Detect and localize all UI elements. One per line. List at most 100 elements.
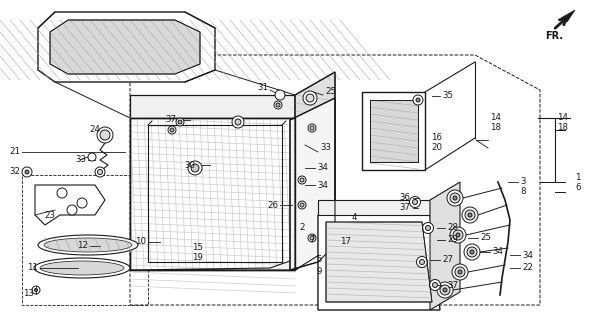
Circle shape [310, 236, 314, 240]
Circle shape [100, 130, 110, 140]
Polygon shape [362, 92, 425, 170]
Polygon shape [130, 95, 295, 118]
Text: 2: 2 [300, 223, 305, 233]
Text: 14: 14 [557, 114, 568, 123]
Text: 33: 33 [75, 156, 86, 164]
Circle shape [470, 250, 474, 254]
Circle shape [98, 170, 102, 174]
Text: 5: 5 [317, 255, 322, 265]
Circle shape [191, 164, 199, 172]
Text: 23: 23 [44, 211, 55, 220]
Circle shape [176, 118, 184, 126]
Circle shape [178, 120, 182, 124]
Text: 16: 16 [431, 133, 442, 142]
Circle shape [420, 260, 425, 265]
Polygon shape [326, 222, 432, 302]
Text: 27: 27 [442, 255, 453, 265]
Text: 6: 6 [575, 183, 581, 193]
Circle shape [235, 119, 241, 125]
Circle shape [25, 170, 29, 174]
Circle shape [88, 153, 96, 161]
Text: 33: 33 [320, 143, 331, 153]
Polygon shape [561, 10, 575, 22]
Circle shape [417, 257, 428, 268]
Circle shape [468, 213, 472, 217]
Text: 4: 4 [351, 213, 357, 222]
Circle shape [32, 286, 40, 294]
Circle shape [452, 264, 468, 280]
Polygon shape [370, 100, 418, 162]
Circle shape [303, 91, 317, 105]
Circle shape [67, 205, 77, 215]
Polygon shape [35, 185, 105, 225]
Circle shape [274, 101, 282, 109]
Text: 3: 3 [520, 178, 525, 187]
Circle shape [416, 98, 420, 102]
Circle shape [429, 279, 440, 291]
Text: 7: 7 [309, 236, 315, 244]
Circle shape [462, 207, 478, 223]
Circle shape [426, 226, 431, 230]
Circle shape [308, 234, 316, 242]
Polygon shape [295, 72, 335, 270]
Text: 26: 26 [267, 201, 278, 210]
Text: 14: 14 [490, 114, 501, 123]
Text: 32: 32 [9, 167, 20, 177]
Text: 12: 12 [77, 242, 88, 251]
Ellipse shape [38, 235, 138, 255]
Circle shape [412, 199, 417, 204]
Circle shape [276, 103, 280, 107]
Circle shape [298, 176, 306, 184]
Ellipse shape [34, 258, 130, 278]
Circle shape [232, 116, 244, 128]
Circle shape [465, 210, 475, 220]
Circle shape [453, 230, 463, 240]
Text: 29: 29 [447, 236, 458, 244]
Ellipse shape [44, 238, 132, 252]
Circle shape [440, 285, 450, 295]
Circle shape [306, 94, 314, 102]
Circle shape [57, 188, 67, 198]
Circle shape [456, 233, 460, 237]
Text: 24: 24 [89, 125, 100, 134]
Text: 10: 10 [135, 237, 146, 246]
Text: 37: 37 [165, 116, 176, 124]
Text: 18: 18 [557, 124, 568, 132]
Circle shape [413, 95, 423, 105]
Text: 31: 31 [257, 84, 268, 92]
Circle shape [437, 282, 453, 298]
Circle shape [464, 244, 480, 260]
Circle shape [22, 167, 32, 177]
Text: 11: 11 [27, 263, 38, 273]
Text: FR.: FR. [545, 31, 563, 41]
Circle shape [95, 167, 105, 177]
Circle shape [298, 201, 306, 209]
Circle shape [188, 161, 202, 175]
Circle shape [35, 289, 37, 292]
Polygon shape [318, 200, 430, 215]
Text: 13: 13 [23, 290, 34, 299]
Circle shape [455, 267, 465, 277]
Polygon shape [130, 118, 295, 270]
Polygon shape [38, 12, 215, 82]
Polygon shape [130, 245, 335, 270]
Text: 28: 28 [447, 223, 458, 233]
Text: 20: 20 [431, 143, 442, 153]
Circle shape [275, 90, 285, 100]
Text: 25: 25 [480, 234, 491, 243]
Circle shape [409, 196, 420, 207]
Circle shape [97, 127, 113, 143]
Text: 25: 25 [325, 87, 336, 97]
Text: 34: 34 [317, 164, 328, 172]
Circle shape [458, 270, 462, 274]
Text: 30: 30 [184, 161, 195, 170]
Text: 1: 1 [575, 173, 581, 182]
Polygon shape [50, 20, 200, 74]
Circle shape [310, 126, 314, 130]
Text: 21: 21 [9, 148, 20, 156]
Polygon shape [318, 215, 440, 310]
Circle shape [467, 247, 477, 257]
Text: 37: 37 [399, 204, 410, 212]
Circle shape [300, 203, 304, 207]
Circle shape [308, 124, 316, 132]
